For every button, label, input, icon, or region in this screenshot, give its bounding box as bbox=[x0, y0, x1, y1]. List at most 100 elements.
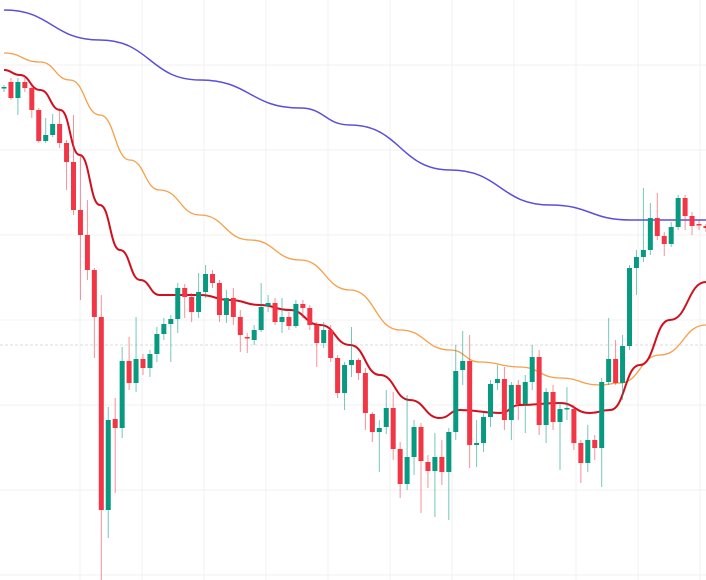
candle-body bbox=[515, 385, 521, 404]
candle-body bbox=[397, 449, 403, 484]
candle-up bbox=[564, 387, 570, 420]
candle-body bbox=[467, 361, 473, 445]
candle-up bbox=[460, 331, 466, 385]
candle-up bbox=[168, 315, 174, 362]
candle-body bbox=[404, 457, 410, 484]
candle-body bbox=[620, 346, 626, 383]
candle-body bbox=[439, 457, 445, 472]
candle-body bbox=[91, 270, 97, 317]
candle-body bbox=[606, 359, 612, 382]
candles bbox=[1, 78, 706, 580]
candle-body bbox=[77, 210, 83, 235]
candle-body bbox=[355, 360, 361, 373]
candle-up bbox=[474, 420, 480, 467]
candle-body bbox=[599, 382, 605, 448]
candle-body bbox=[592, 440, 598, 448]
candle-up bbox=[50, 114, 56, 137]
candle-body bbox=[203, 274, 209, 292]
candle-body bbox=[682, 198, 688, 216]
candle-up bbox=[133, 317, 139, 392]
candle-down bbox=[98, 295, 104, 580]
candle-body bbox=[508, 385, 514, 420]
candle-down bbox=[272, 298, 278, 325]
candle-body bbox=[175, 288, 181, 319]
candle-up bbox=[411, 420, 417, 475]
candle-body bbox=[29, 88, 35, 110]
candle-down bbox=[210, 270, 215, 288]
candle-up bbox=[376, 420, 382, 472]
candle-down bbox=[71, 115, 76, 215]
candle-down bbox=[355, 358, 361, 380]
candle-body bbox=[661, 236, 667, 244]
candle-body bbox=[349, 360, 354, 365]
candle-body bbox=[536, 357, 542, 425]
candle-body bbox=[481, 417, 487, 443]
candle-body bbox=[376, 428, 382, 432]
candle-body bbox=[425, 462, 431, 471]
candle-body bbox=[279, 317, 285, 322]
candle-body bbox=[501, 379, 507, 420]
candle-body bbox=[550, 392, 556, 422]
candle-up bbox=[481, 413, 487, 452]
candle-body bbox=[432, 457, 438, 471]
candle-body bbox=[557, 409, 563, 422]
candle-body bbox=[8, 82, 14, 98]
candle-body bbox=[571, 409, 577, 443]
candle-down bbox=[64, 140, 70, 190]
candle-body bbox=[105, 420, 111, 510]
candle-down bbox=[244, 333, 250, 353]
candle-body bbox=[328, 330, 334, 358]
candle-body bbox=[369, 414, 375, 432]
candle-up bbox=[251, 325, 257, 345]
candle-body bbox=[154, 334, 160, 354]
candle-down bbox=[501, 367, 507, 430]
candle-body bbox=[474, 443, 480, 445]
candle-down bbox=[230, 288, 236, 325]
candle-up bbox=[446, 428, 452, 520]
candle-down bbox=[300, 300, 306, 318]
candle-up bbox=[633, 250, 639, 295]
candle-up bbox=[494, 365, 500, 390]
candle-up bbox=[147, 350, 153, 377]
candle-down bbox=[29, 86, 35, 118]
candle-down bbox=[140, 354, 146, 375]
candle-up bbox=[668, 222, 674, 247]
candle-up bbox=[585, 425, 591, 472]
candle-body bbox=[196, 292, 202, 312]
candle-body bbox=[258, 307, 264, 330]
candle-down bbox=[91, 268, 97, 358]
candle-up bbox=[488, 380, 493, 427]
candle-body bbox=[703, 226, 706, 228]
candle-down bbox=[390, 392, 396, 460]
candle-body bbox=[390, 408, 396, 449]
candle-body bbox=[362, 373, 368, 413]
candle-up bbox=[620, 335, 626, 400]
candle-down bbox=[578, 440, 584, 483]
candle-down bbox=[654, 193, 660, 240]
candle-down bbox=[57, 108, 63, 148]
candle-body bbox=[140, 359, 146, 368]
candle-down bbox=[425, 455, 431, 488]
candle-body bbox=[321, 330, 327, 343]
candle-down bbox=[467, 335, 473, 468]
candle-up bbox=[627, 265, 632, 350]
candle-body bbox=[494, 379, 500, 383]
candle-down bbox=[613, 340, 619, 385]
candle-body bbox=[564, 408, 570, 410]
candle-down bbox=[112, 398, 118, 493]
candle-up bbox=[119, 347, 125, 438]
candle-up bbox=[105, 407, 111, 538]
candle-body bbox=[522, 382, 528, 404]
candle-body bbox=[43, 135, 49, 141]
candle-up bbox=[432, 433, 438, 517]
candle-body bbox=[98, 317, 104, 510]
ma-slow-line bbox=[3, 9, 706, 221]
candle-body bbox=[210, 274, 215, 283]
candle-up bbox=[161, 318, 167, 340]
candle-up bbox=[606, 318, 612, 385]
candle-body bbox=[216, 283, 222, 315]
candle-body bbox=[161, 324, 167, 334]
candle-body bbox=[300, 304, 306, 308]
candle-body bbox=[411, 427, 417, 457]
